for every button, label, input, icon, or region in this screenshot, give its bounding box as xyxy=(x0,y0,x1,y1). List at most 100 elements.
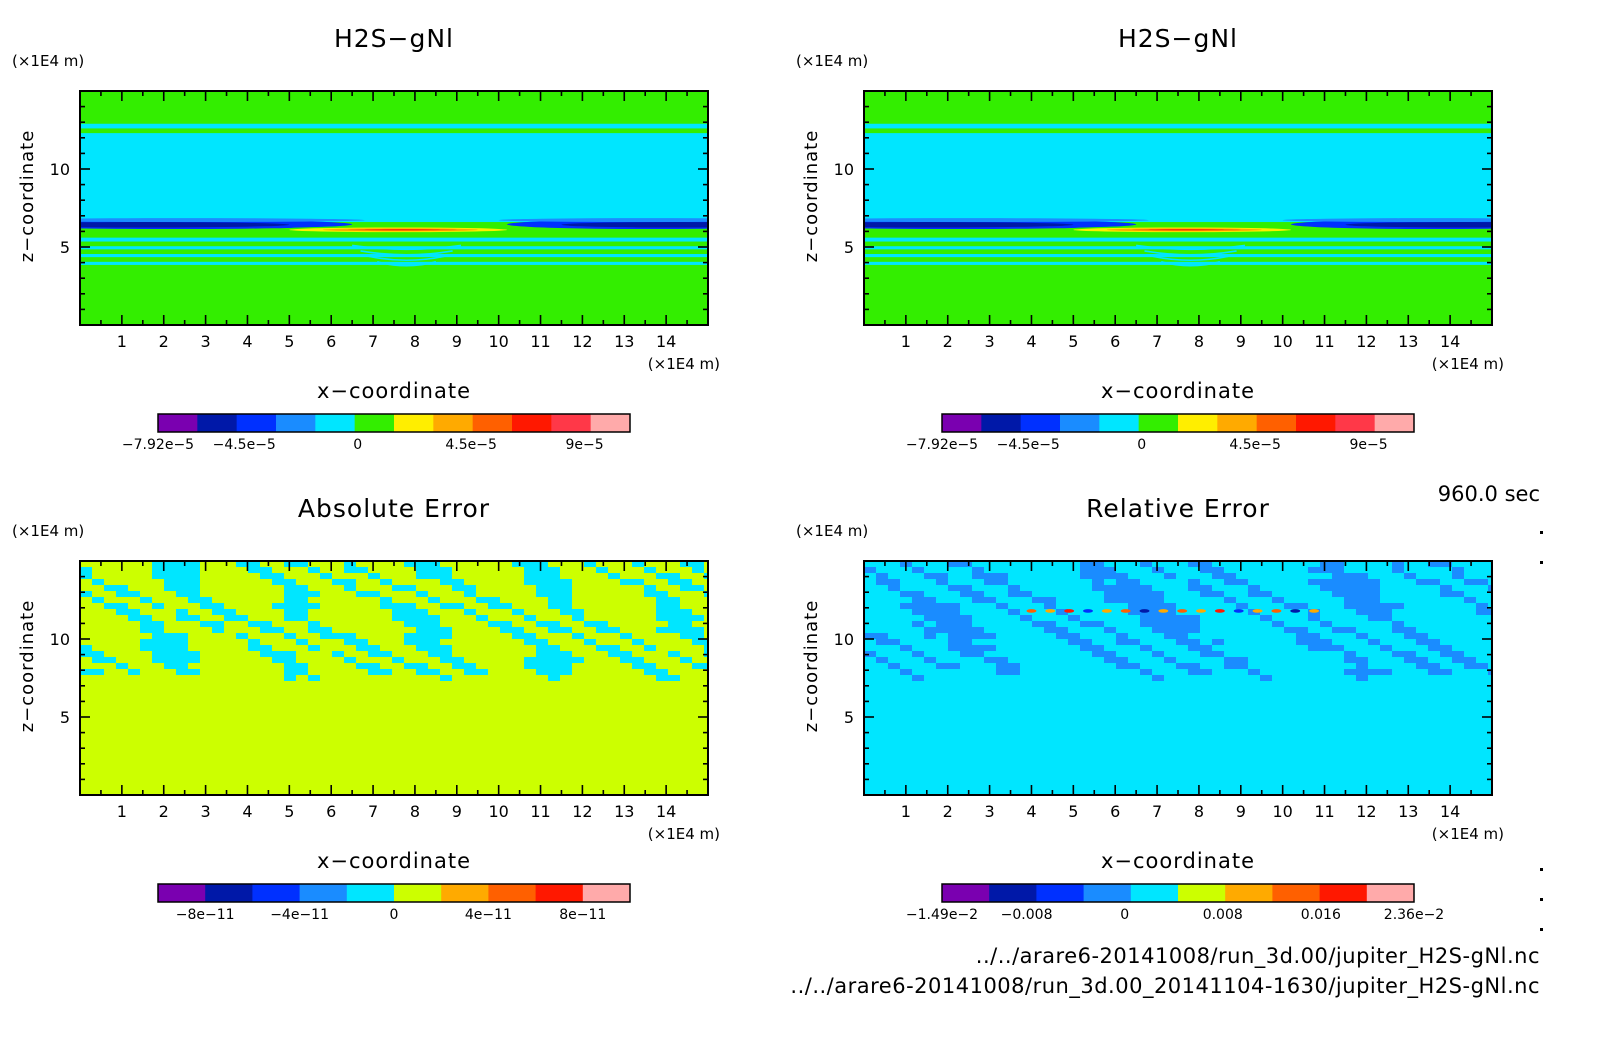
field-cell xyxy=(548,621,560,627)
field-cell xyxy=(1296,627,1308,633)
field-cell xyxy=(440,627,452,633)
field-cell xyxy=(1092,621,1104,627)
field-cell xyxy=(972,573,984,579)
field-cell xyxy=(1128,585,1140,591)
field-cell xyxy=(596,627,608,633)
x-tick-label: 4 xyxy=(1026,802,1036,821)
x-tick-label: 12 xyxy=(1356,802,1376,821)
y-axis-unit: (×1E4 m) xyxy=(796,522,868,540)
field-cell xyxy=(140,615,152,621)
field-cell xyxy=(948,621,960,627)
field-cell xyxy=(1344,579,1356,585)
x-tick-label: 2 xyxy=(943,332,953,351)
field-cell xyxy=(1008,663,1020,669)
field-cell xyxy=(1368,615,1380,621)
field-cell xyxy=(440,603,452,609)
field-cell xyxy=(984,597,996,603)
field-cell xyxy=(152,621,164,627)
field-cell xyxy=(1476,579,1488,585)
field-cell xyxy=(536,663,548,669)
field-cell xyxy=(948,603,960,609)
field-cell xyxy=(368,663,380,669)
field-cell xyxy=(924,627,936,633)
field-cell xyxy=(1356,675,1368,681)
field-cell xyxy=(332,579,344,585)
field-cell xyxy=(912,567,924,573)
field-cell xyxy=(1368,579,1380,585)
field-cell xyxy=(536,567,548,573)
field-cell xyxy=(212,621,224,627)
field-cell xyxy=(948,663,960,669)
field-cell xyxy=(572,615,584,621)
field-cell xyxy=(548,597,560,603)
x-tick-label: 14 xyxy=(656,802,676,821)
field-cell xyxy=(176,639,188,645)
field-cell xyxy=(92,657,104,663)
field-cell xyxy=(1308,579,1320,585)
field-band xyxy=(80,237,708,242)
field-cell xyxy=(80,573,92,579)
field-cell xyxy=(356,567,368,573)
colorbar-swatch xyxy=(942,414,982,432)
field-cell xyxy=(164,639,176,645)
field-cell xyxy=(176,573,188,579)
field-cell xyxy=(416,567,428,573)
field-cell xyxy=(536,585,548,591)
y-axis-unit: (×1E4 m) xyxy=(12,522,84,540)
field-cell xyxy=(80,567,92,573)
x-axis-unit: (×1E4 m) xyxy=(1432,825,1504,843)
field-error-mark xyxy=(1233,609,1244,613)
field-cell xyxy=(1116,573,1128,579)
field-cell xyxy=(536,651,548,657)
field-cell xyxy=(284,633,296,639)
field-cell xyxy=(876,579,888,585)
field-cell xyxy=(356,645,368,651)
field-cell xyxy=(1404,633,1416,639)
field-cell xyxy=(680,609,692,615)
field-cell xyxy=(464,663,476,669)
field-cell xyxy=(1188,585,1200,591)
field-cell xyxy=(128,591,140,597)
field-cell xyxy=(924,573,936,579)
field-cell xyxy=(260,651,272,657)
field-cell xyxy=(80,651,92,657)
field-cell xyxy=(548,591,560,597)
field-cell xyxy=(176,615,188,621)
colorbar-swatch xyxy=(582,884,631,902)
field-cell xyxy=(1164,609,1176,615)
x-tick-label: 3 xyxy=(985,802,995,821)
field-cell xyxy=(1056,633,1068,639)
field-cell xyxy=(452,663,464,669)
colorbar-swatch xyxy=(472,414,513,432)
field-cell xyxy=(128,609,140,615)
field-cell xyxy=(524,639,536,645)
field-cell xyxy=(596,567,608,573)
field-cell xyxy=(1332,645,1344,651)
y-axis-label: z−coordinate xyxy=(17,600,38,733)
colorbar-swatch xyxy=(236,414,277,432)
x-tick-label: 10 xyxy=(1272,332,1292,351)
field-wave xyxy=(1152,255,1229,262)
y-axis-unit: (×1E4 m) xyxy=(796,52,868,70)
field-cell xyxy=(104,603,116,609)
y-tick-label: 10 xyxy=(50,630,70,649)
field-layer-left xyxy=(80,222,290,228)
field-cell xyxy=(1284,603,1296,609)
field-cell xyxy=(692,585,704,591)
colorbar-frame xyxy=(157,883,631,903)
field-cell xyxy=(972,651,984,657)
field-cell xyxy=(464,669,476,675)
field-cell xyxy=(656,669,668,675)
field-cell xyxy=(1188,663,1200,669)
field-cell xyxy=(1308,567,1320,573)
field-cell xyxy=(152,657,164,663)
field-cell xyxy=(560,651,572,657)
field-error-mark xyxy=(1158,609,1169,613)
field-cell xyxy=(236,561,248,567)
x-tick-label: 6 xyxy=(1110,802,1120,821)
field-cell xyxy=(1116,639,1128,645)
field-cell xyxy=(1128,591,1140,597)
field-cell xyxy=(680,561,692,567)
dot-mark xyxy=(1540,928,1543,931)
